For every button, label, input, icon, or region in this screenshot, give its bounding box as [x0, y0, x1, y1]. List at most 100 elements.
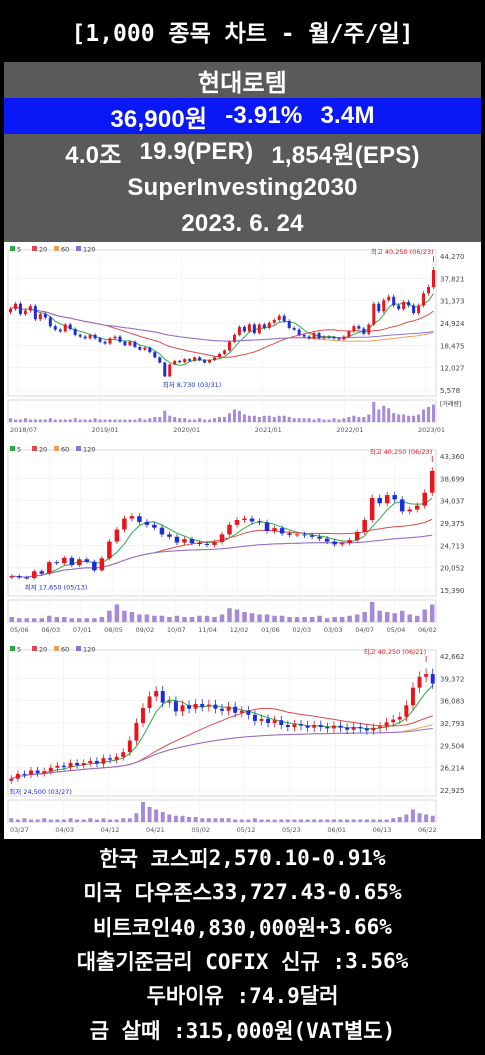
volume-bar [39, 618, 45, 622]
candle-body [351, 727, 356, 730]
candle-body [148, 347, 152, 353]
candle-body [222, 350, 226, 354]
volume-bar [249, 613, 255, 622]
volume-bar [347, 615, 352, 622]
candle-body [81, 763, 86, 766]
legend-label: 5 [17, 246, 21, 254]
legend-label: 120 [83, 446, 95, 454]
market-value: 40,830,000원 [170, 915, 317, 940]
x-tick-label: 2023/01 [418, 426, 445, 434]
volume-bar [317, 418, 321, 422]
candle-body [113, 336, 117, 339]
candle-body [339, 543, 345, 545]
volume-bar [148, 418, 152, 422]
y-tick-label: 24,924 [440, 320, 465, 328]
volume-bar [227, 413, 231, 422]
candle-body [252, 714, 257, 721]
candle-body [103, 341, 107, 344]
candle-body [218, 353, 222, 358]
volume-bar [427, 407, 431, 422]
volume-bar [167, 617, 172, 622]
x-tick-label: 04/03 [55, 826, 74, 834]
volume-bar [88, 818, 93, 822]
candle-body [203, 360, 207, 363]
candle-body [152, 524, 157, 528]
page-title: [1,000 종목 차트 - 월/주/일] [71, 21, 414, 47]
x-tick-label: 2018/07 [10, 426, 37, 434]
volume-bar [84, 618, 90, 622]
volume-bar [222, 417, 226, 422]
candle-body [24, 577, 30, 579]
market-value: 3.56% [345, 949, 409, 974]
candle-body [312, 724, 317, 728]
volume-bar [58, 419, 62, 422]
candle-body [267, 322, 271, 328]
candle-body [232, 334, 236, 342]
volume-bar [233, 819, 238, 822]
volume-bar [114, 819, 119, 822]
legend-label: 20 [39, 446, 47, 454]
volume-bar [198, 418, 202, 422]
volume-bar [338, 819, 343, 822]
volume-bar [318, 819, 323, 822]
candle-body [294, 534, 300, 536]
volume-bar [114, 604, 120, 622]
candle-body [277, 315, 281, 320]
volume-bar [167, 814, 172, 822]
candle-body [414, 505, 420, 510]
volume-bar [412, 415, 416, 422]
volume-bar [68, 818, 73, 822]
candle-body [144, 521, 150, 525]
legend-swatch [10, 646, 15, 651]
market-change: -0.65% [325, 880, 402, 905]
volume-bar [302, 418, 306, 422]
candle-body [417, 676, 422, 688]
volume-bar [232, 409, 236, 422]
y-tick-label: 12,027 [440, 365, 465, 373]
legend-swatch [32, 246, 37, 251]
candle-body [364, 728, 369, 731]
volume-bar [287, 417, 291, 422]
candle-body [302, 334, 306, 337]
market-name: 한국 코스피 [99, 847, 209, 872]
candle-body [242, 518, 247, 521]
candle-body [347, 540, 352, 544]
volume-bar [93, 418, 97, 422]
stock-change: -3.91% [225, 102, 303, 129]
volume-bar [42, 818, 47, 822]
candle-body [287, 321, 291, 328]
volume-bar [242, 612, 247, 622]
volume-bar [367, 414, 371, 422]
x-tick-label: 06/13 [373, 826, 392, 834]
candle-body [325, 727, 330, 729]
candle-body [246, 710, 251, 715]
volume-bar [173, 815, 178, 822]
volume-bar [242, 414, 246, 422]
legend-swatch [76, 646, 81, 651]
candle-body [18, 303, 22, 315]
candle-body [287, 533, 292, 535]
volume-bar [213, 818, 218, 822]
candle-body [167, 701, 172, 703]
volume-bar [98, 419, 102, 422]
candle-body [226, 706, 231, 711]
y-tick-label: 42,662 [440, 653, 465, 661]
volume-bar [147, 807, 152, 822]
ma120-line [11, 534, 433, 578]
x-tick-label: 01/06 [261, 626, 280, 634]
candle-body [402, 301, 406, 309]
volume-bar [312, 819, 317, 822]
x-tick-label: 03/27 [10, 826, 29, 834]
x-tick-label: 03/03 [324, 626, 343, 634]
market-cap: 4.0조 [65, 141, 122, 169]
volume-bar [113, 419, 117, 422]
candle-body [259, 718, 264, 721]
candle-body [178, 360, 182, 363]
volume-bar [174, 615, 180, 622]
candle-body [83, 336, 87, 339]
volume-bar [94, 819, 99, 822]
candle-body [47, 562, 52, 574]
candle-body [73, 328, 77, 335]
candle-body [422, 293, 426, 306]
candle-body [42, 771, 47, 774]
